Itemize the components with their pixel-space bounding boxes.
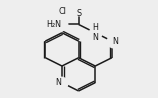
Text: H
N: H N	[92, 23, 98, 42]
Text: N: N	[55, 78, 61, 87]
Text: Cl: Cl	[58, 7, 66, 16]
Text: H₂N: H₂N	[46, 20, 61, 29]
Text: S: S	[76, 9, 81, 18]
Text: N: N	[113, 37, 118, 46]
